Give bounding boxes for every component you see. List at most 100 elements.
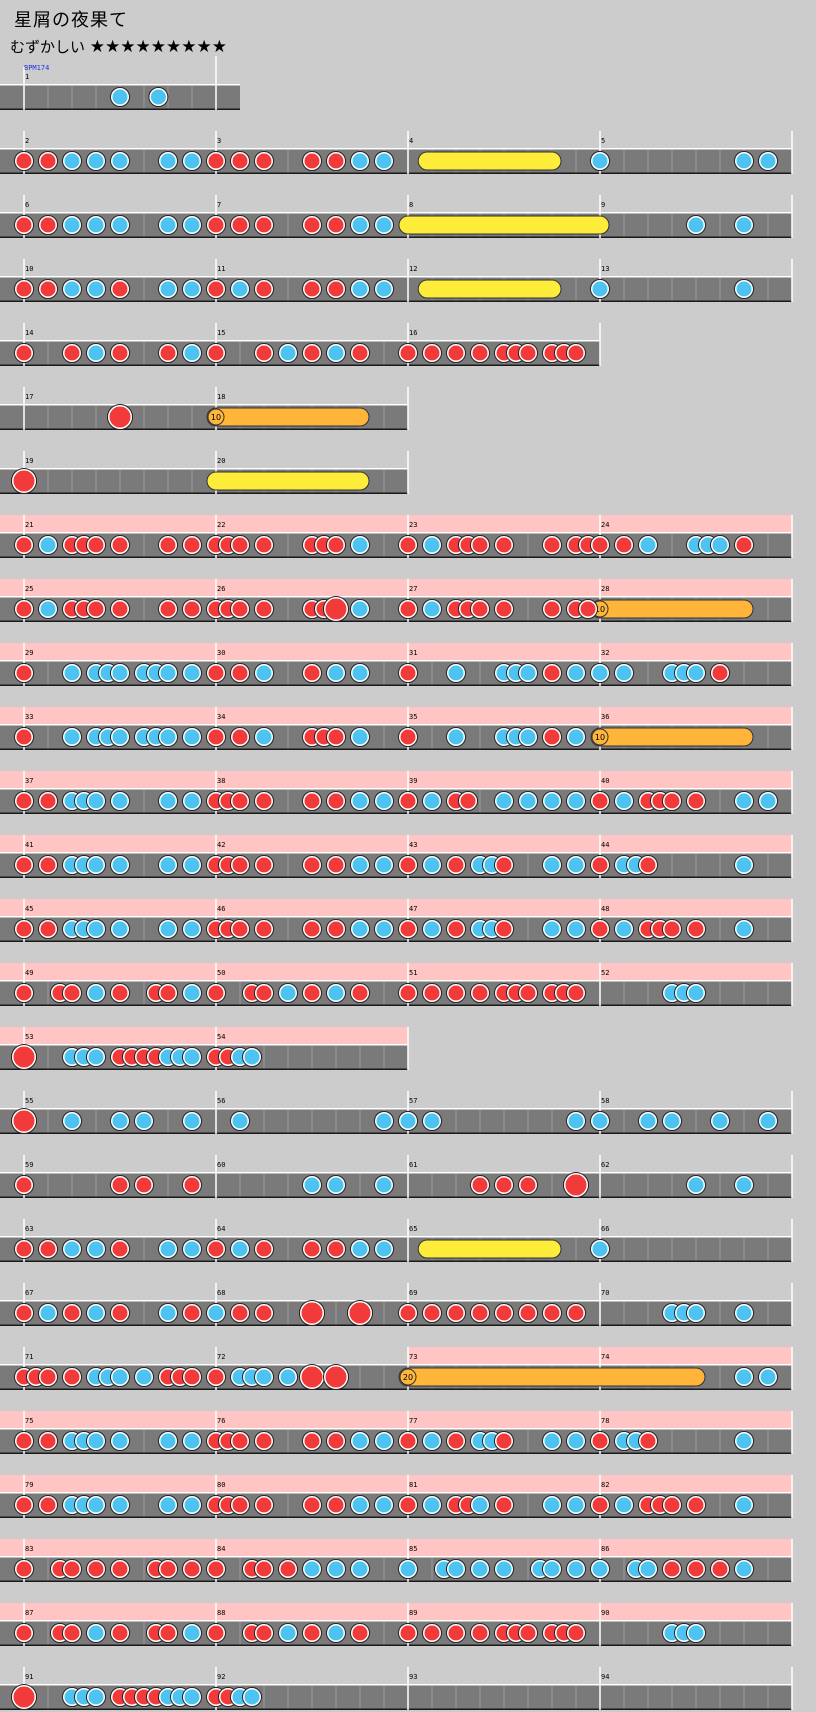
don-note: [112, 1177, 128, 1193]
measure-number: 17: [25, 393, 33, 401]
lane-top-edge: [0, 84, 240, 86]
lane-bottom-edge: [0, 748, 792, 750]
measure-number: 63: [25, 1225, 33, 1233]
don-note: [16, 857, 32, 873]
chart-row: 53 54: [0, 1027, 409, 1070]
ka-note: [616, 793, 632, 809]
don-note: [112, 1241, 128, 1257]
balloon-count: 10: [595, 733, 605, 742]
ka-note: [184, 1689, 200, 1705]
lane-top-edge: [0, 468, 408, 470]
ka-note: [616, 1497, 632, 1513]
don-note: [208, 729, 224, 745]
big-don-note: [109, 406, 131, 428]
ka-note: [736, 1369, 752, 1385]
don-note: [688, 921, 704, 937]
chart-row: 14 15 16: [0, 323, 601, 366]
measure-number: 40: [601, 777, 609, 785]
ka-note: [688, 985, 704, 1001]
don-note: [184, 1561, 200, 1577]
lane-bottom-edge: [0, 1644, 792, 1646]
measure-number: 89: [409, 1609, 417, 1617]
ka-note: [160, 1497, 176, 1513]
don-note: [544, 729, 560, 745]
ka-note: [352, 793, 368, 809]
measure-number: 23: [409, 521, 417, 529]
measure-number: 32: [601, 649, 609, 657]
don-note: [184, 601, 200, 617]
ka-note: [184, 921, 200, 937]
measure-number: 82: [601, 1481, 609, 1489]
measure-number: 47: [409, 905, 417, 913]
don-note: [232, 1497, 248, 1513]
measure-number: 62: [601, 1161, 609, 1169]
don-note: [64, 1305, 80, 1321]
measure-number: 3: [217, 137, 221, 145]
don-note: [400, 1625, 416, 1641]
don-note: [256, 537, 272, 553]
drumroll-note: [417, 151, 562, 171]
don-note: [448, 345, 464, 361]
ka-note: [256, 1369, 272, 1385]
ka-note: [376, 1497, 392, 1513]
don-note: [64, 985, 80, 1001]
ka-note: [736, 1305, 752, 1321]
ka-note: [112, 921, 128, 937]
ka-note: [280, 985, 296, 1001]
don-note: [328, 1241, 344, 1257]
don-note: [256, 1625, 272, 1641]
don-note: [256, 1241, 272, 1257]
measure-number: 39: [409, 777, 417, 785]
don-note: [232, 1433, 248, 1449]
don-note: [160, 601, 176, 617]
don-note: [400, 665, 416, 681]
ka-note: [184, 665, 200, 681]
measure-number: 58: [601, 1097, 609, 1105]
ka-note: [88, 1433, 104, 1449]
don-note: [448, 1433, 464, 1449]
don-note: [16, 1561, 32, 1577]
measure-number: 24: [601, 521, 609, 529]
balloon-note: [398, 1367, 706, 1387]
ka-note: [688, 665, 704, 681]
ka-note: [112, 857, 128, 873]
don-note: [184, 1305, 200, 1321]
ka-note: [304, 1177, 320, 1193]
lane: [0, 1108, 792, 1134]
don-note: [256, 217, 272, 233]
lane: [0, 1172, 792, 1198]
don-note: [520, 1177, 536, 1193]
don-note: [304, 345, 320, 361]
don-note: [304, 857, 320, 873]
don-note: [304, 281, 320, 297]
measure-number: 14: [25, 329, 33, 337]
ka-note: [640, 1113, 656, 1129]
ka-note: [112, 217, 128, 233]
don-note: [304, 153, 320, 169]
measure-number: 92: [217, 1673, 225, 1681]
don-note: [16, 537, 32, 553]
ka-note: [280, 345, 296, 361]
don-note: [664, 921, 680, 937]
don-note: [40, 281, 56, 297]
ka-note: [688, 1305, 704, 1321]
ka-note: [150, 89, 166, 105]
lane-top-edge: [0, 852, 792, 854]
ka-note: [568, 1561, 584, 1577]
don-note: [592, 1497, 608, 1513]
ka-note: [376, 857, 392, 873]
ka-note: [184, 1625, 200, 1641]
don-note: [640, 1433, 656, 1449]
chart-row: 17 18 10: [0, 387, 409, 430]
lane-top-edge: [0, 1492, 792, 1494]
measure-number: 6: [25, 201, 29, 209]
ka-note: [496, 793, 512, 809]
don-note: [184, 537, 200, 553]
ka-note: [448, 729, 464, 745]
don-note: [160, 537, 176, 553]
ka-note: [352, 537, 368, 553]
measure-number: 66: [601, 1225, 609, 1233]
lane-bottom-edge: [0, 812, 792, 814]
don-note: [112, 985, 128, 1001]
don-note: [16, 985, 32, 1001]
